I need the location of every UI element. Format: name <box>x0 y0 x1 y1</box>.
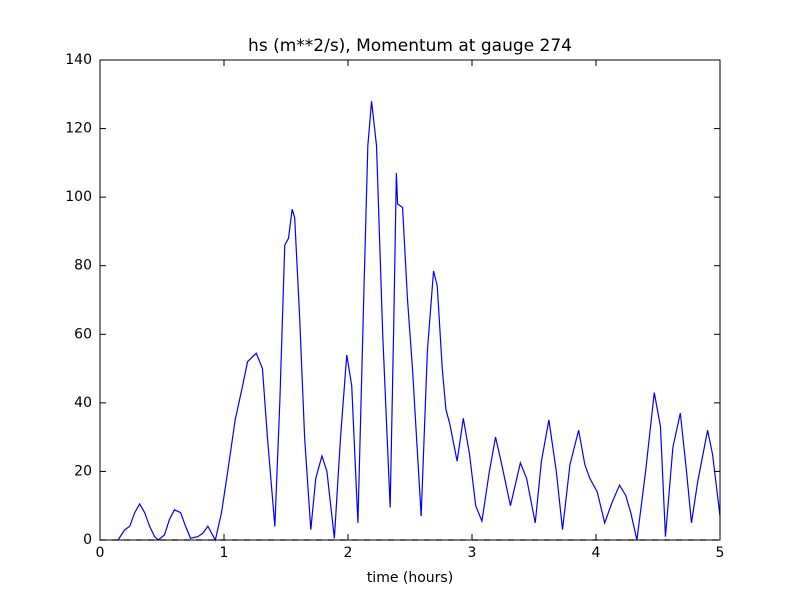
y-tick-label: 80 <box>74 258 92 274</box>
x-tick-label: 5 <box>716 545 725 561</box>
plot-frame <box>99 59 721 541</box>
x-tick-label: 0 <box>96 545 105 561</box>
x-axis-label: time (hours) <box>367 570 453 586</box>
y-tick-label: 120 <box>65 121 92 137</box>
x-tick-label: 3 <box>468 545 477 561</box>
x-tick-label: 2 <box>344 545 353 561</box>
x-tick-label: 4 <box>592 545 601 561</box>
y-tick-label: 60 <box>74 326 92 342</box>
y-tick-label: 40 <box>74 395 92 411</box>
y-tick-label: 100 <box>65 189 92 205</box>
x-tick-label: 1 <box>220 545 229 561</box>
y-tick-label: 0 <box>83 532 92 548</box>
y-tick-label: 20 <box>74 463 92 479</box>
y-tick-label: 140 <box>65 52 92 68</box>
line-series <box>117 101 721 542</box>
chart-title: hs (m**2/s), Momentum at gauge 274 <box>248 36 572 56</box>
